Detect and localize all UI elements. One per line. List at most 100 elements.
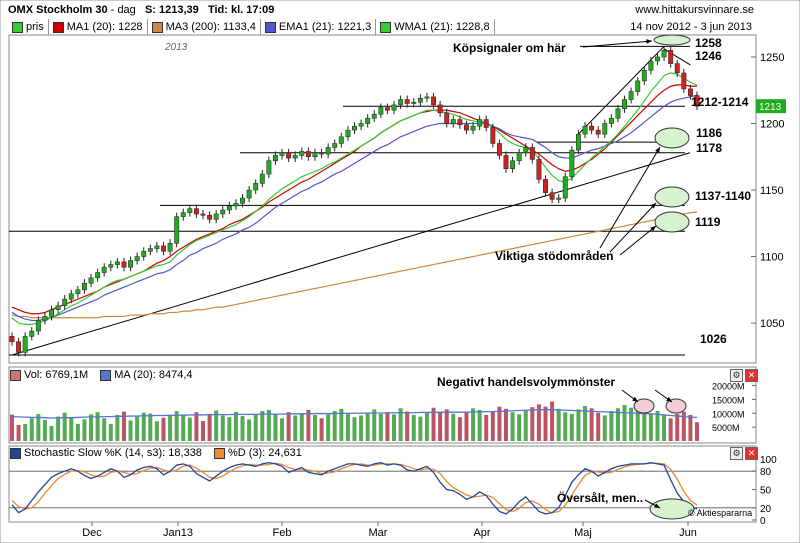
volume-bar: [312, 414, 317, 441]
volume-bar: [602, 415, 607, 441]
volume-bar: [589, 408, 594, 441]
candle-body: [543, 179, 548, 193]
annotation-negative-volume: Negativt handelsvolymmönster: [437, 375, 615, 389]
candle-body: [101, 266, 107, 273]
volume-bar: [438, 411, 443, 441]
settings-icon[interactable]: ⚙: [730, 447, 743, 460]
candle-body: [529, 147, 535, 160]
volume-bar: [207, 413, 212, 441]
stoch-k-swatch: [10, 447, 21, 459]
level-label: 1026: [700, 332, 727, 346]
stoch-tick-label: 80: [760, 467, 772, 478]
candle-body: [641, 70, 647, 82]
stochastic-panel-controls: ⚙ ✕: [730, 447, 758, 460]
volume-bar: [642, 412, 647, 441]
volume-bar: [220, 415, 225, 441]
x-tick-label: Jun: [679, 527, 697, 539]
x-tick-label: Apr: [473, 527, 490, 539]
arrow-volume-2-head: [666, 396, 672, 402]
candle-body: [114, 261, 120, 265]
close-icon[interactable]: ✕: [745, 447, 758, 460]
time-label: Tid: kl. 17:09: [207, 4, 275, 16]
close-icon[interactable]: ✕: [745, 369, 758, 382]
stochastic-legend: Stochastic Slow %K (14, s3): 18,338 %D (…: [10, 446, 302, 460]
annotation-oversold: Översålt, men..: [557, 490, 643, 505]
candle-body: [398, 99, 404, 106]
annotation-support-zones: Viktiga stödområden: [495, 249, 613, 263]
candle-body: [338, 136, 344, 144]
volume-bar: [398, 408, 403, 441]
candle-body: [220, 209, 226, 215]
candle-body: [22, 336, 28, 353]
volume-bar: [352, 417, 357, 441]
candle-body: [648, 60, 654, 71]
candle-body: [437, 104, 443, 114]
year-label: 2013: [164, 42, 188, 53]
legend-label: MA3 (200): 1133,4: [165, 21, 256, 33]
candle-body: [687, 88, 693, 96]
volume-bar: [411, 414, 416, 441]
support-trendline: [11, 152, 691, 356]
level-label: 1212-1214: [691, 95, 749, 109]
volume-bar: [378, 413, 383, 441]
volume-bar: [56, 416, 61, 441]
volume-bar: [141, 412, 146, 441]
volume-bar: [82, 419, 87, 441]
candle-body: [404, 99, 410, 104]
candle-body: [273, 155, 278, 161]
candle-body: [411, 101, 417, 104]
legend-item-ma3[interactable]: MA3 (200): 1133,4: [148, 19, 261, 35]
candle-body: [55, 305, 61, 311]
stochastic-frame: [8, 445, 757, 523]
volume-tick-label: 5000M: [712, 423, 740, 433]
candle-body: [325, 147, 331, 155]
legend-item-ema1[interactable]: EMA1 (21): 1221,3: [261, 19, 377, 35]
legend-swatch: [380, 21, 392, 33]
volume-swatch: [10, 369, 21, 381]
volume-bar: [609, 411, 614, 441]
candle-body: [536, 159, 542, 180]
support-ellipse-1186: [654, 127, 690, 149]
volume-bar: [517, 414, 522, 441]
volume-bar: [10, 414, 14, 441]
candle-body: [82, 282, 87, 291]
volume-bar: [615, 408, 620, 441]
volume-bar: [385, 412, 390, 441]
volume-bar: [359, 415, 364, 441]
volume-bar: [23, 424, 28, 441]
candle-body: [622, 99, 627, 110]
volume-bar: [16, 424, 21, 441]
legend-item-wma1[interactable]: WMA1 (21): 1228,8: [376, 19, 495, 35]
volume-bar: [523, 409, 528, 441]
candle-body: [42, 316, 48, 321]
candle-body: [147, 248, 153, 252]
candle-body: [174, 216, 180, 244]
candle-body: [253, 183, 259, 191]
candle-body: [180, 212, 186, 217]
volume-bar: [635, 409, 640, 441]
volume-bar: [648, 413, 653, 441]
candle-body: [233, 203, 239, 207]
annotation-buy-signals: Köpsignaler om här: [453, 41, 566, 55]
volume-bar: [662, 415, 667, 441]
volume-bar: [569, 413, 574, 441]
settings-icon[interactable]: ⚙: [730, 369, 743, 382]
site-url[interactable]: www.hittakursvinnare.se: [635, 4, 754, 16]
volume-bar: [128, 420, 133, 441]
arrow-buy-signals: [582, 40, 653, 48]
candle-body: [29, 330, 35, 337]
volume-bar: [194, 412, 199, 441]
volume-bar: [583, 406, 588, 441]
legend-item-ma1[interactable]: MA1 (20): 1228: [49, 19, 148, 35]
volume-bar: [536, 404, 541, 441]
legend-item-pris[interactable]: pris: [8, 19, 49, 35]
volume-label: Vol: 6769,1M: [24, 369, 89, 381]
level-label: 1178: [696, 141, 722, 155]
price-legend: pris MA1 (20): 1228 MA3 (200): 1133,4 EM…: [8, 19, 756, 35]
candle-body: [615, 108, 621, 119]
volume-bar: [418, 416, 423, 441]
volume-bar: [444, 409, 449, 441]
candle-body: [16, 341, 22, 353]
candle-body: [345, 129, 351, 138]
level-label: 1119: [695, 215, 721, 229]
